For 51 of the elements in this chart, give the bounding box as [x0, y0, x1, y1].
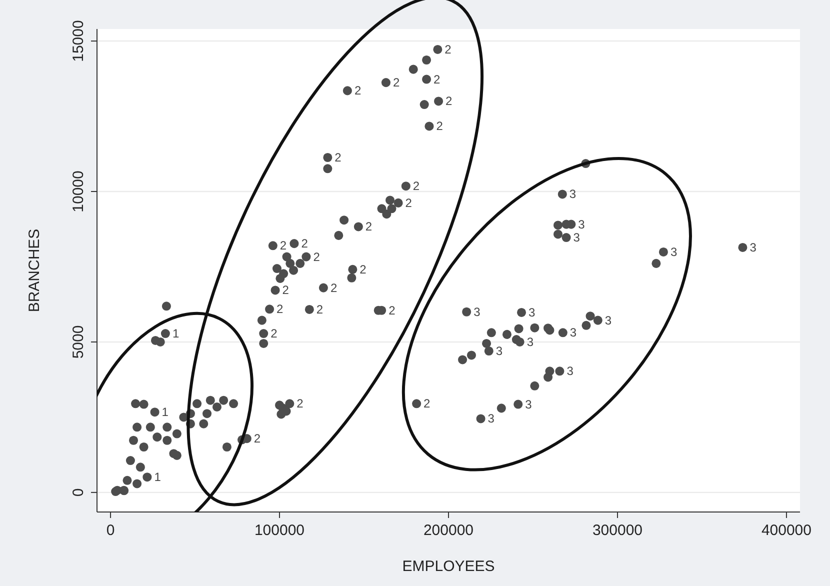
y-tick-label: 5000: [70, 325, 87, 359]
series-label: 3: [573, 230, 580, 245]
text: 2: [365, 220, 372, 234]
text: 2: [388, 303, 396, 318]
text: 2: [270, 326, 278, 341]
text: 2: [296, 396, 304, 411]
text: 2: [444, 42, 452, 56]
text: 2: [360, 262, 366, 276]
y-tick-label: 10000: [70, 170, 87, 212]
text: 3: [525, 397, 532, 412]
text: 2: [424, 396, 430, 411]
x-tick-label: 100000: [254, 522, 305, 539]
text: 3: [604, 313, 612, 328]
text: 3: [670, 244, 678, 259]
text: 2: [254, 432, 261, 446]
x-tick-label: 0: [106, 522, 115, 539]
text: 2: [334, 150, 342, 164]
y-axis-title: BRANCHES: [26, 228, 43, 312]
text: 3: [569, 187, 576, 202]
text: 2: [330, 280, 338, 295]
text: 3: [474, 304, 480, 319]
series-label: 2: [280, 238, 287, 253]
series-label: 1: [172, 326, 180, 341]
text: 2: [392, 76, 400, 90]
text: 3: [496, 344, 503, 358]
text: 3: [528, 305, 536, 320]
x-tick-label: 300000: [592, 522, 643, 539]
x-tick-label: 400000: [761, 522, 812, 539]
text: 2: [282, 283, 289, 298]
y-tick-label: 15000: [70, 20, 87, 62]
text: 2: [276, 302, 284, 316]
text: 1: [162, 405, 168, 420]
text: 2: [313, 250, 320, 264]
text: 2: [405, 196, 412, 210]
text: 3: [750, 240, 756, 254]
text: 2: [316, 302, 324, 316]
text: 3: [526, 334, 534, 349]
text: 2: [434, 72, 440, 86]
text: 2: [436, 119, 443, 134]
text: 1: [154, 470, 161, 484]
x-axis-title: EMPLOYEES: [402, 558, 495, 575]
x-tick-label: 200000: [423, 522, 474, 539]
text: 3: [488, 412, 494, 426]
text: 3: [566, 364, 574, 378]
text: 3: [578, 217, 585, 232]
text: 2: [412, 179, 420, 194]
text: 2: [354, 84, 362, 98]
text: 2: [446, 94, 452, 108]
text: 2: [301, 236, 308, 251]
y-tick-label: 0: [70, 488, 87, 497]
text: 3: [570, 326, 577, 340]
